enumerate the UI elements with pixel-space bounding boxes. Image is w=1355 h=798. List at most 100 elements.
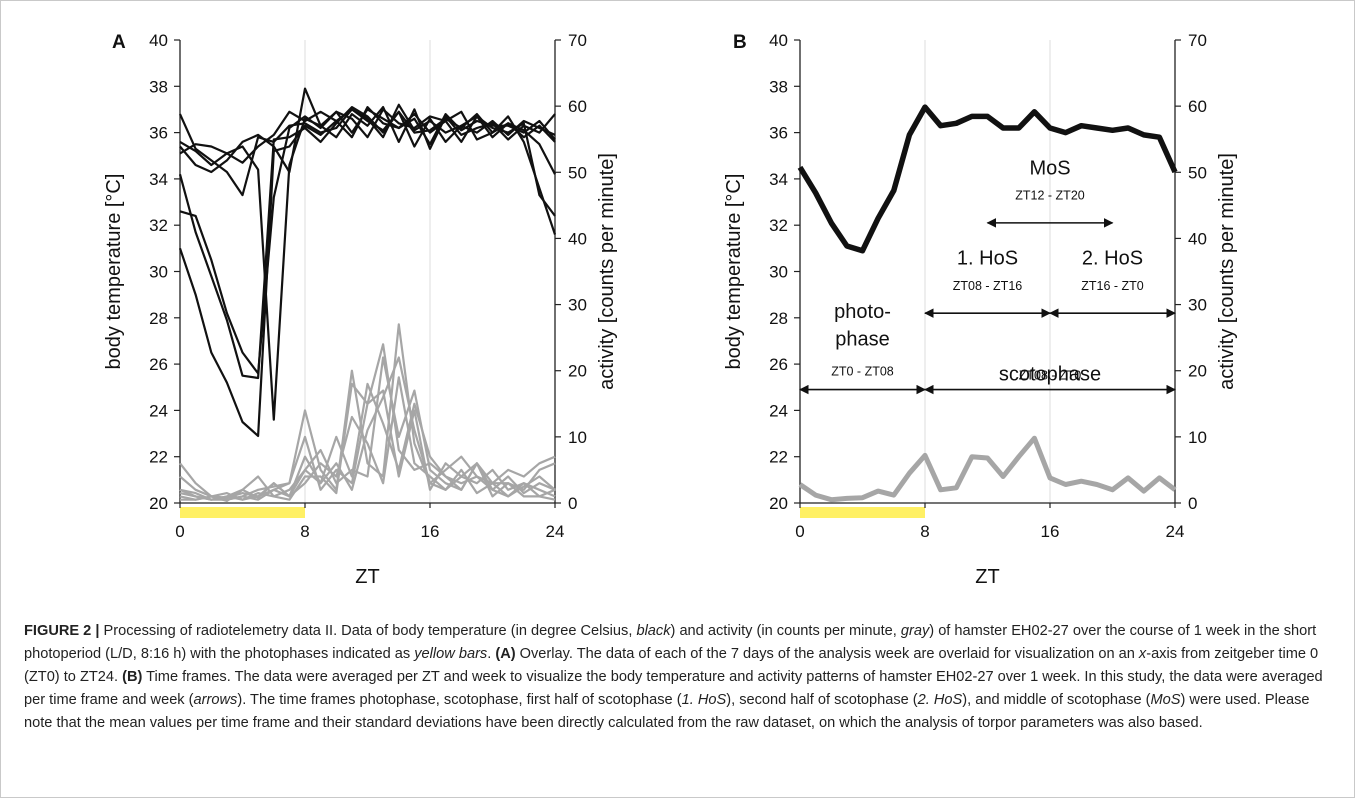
y-tick-label: 40 — [149, 31, 168, 50]
y2-axis-label: activity [counts per minute] — [1216, 153, 1238, 390]
y2-tick-label: 20 — [568, 362, 587, 381]
y-tick-label: 24 — [149, 401, 168, 420]
activity-mean-line — [798, 435, 1177, 503]
caption-text: -axis from zeitgeber time 0 (ZT0) to ZT2… — [24, 646, 1319, 685]
panel-b: 20 22 24 26 28 30 32 34 36 38 40 0 10 20 30 40 50 60 70 0 8 1… — [723, 31, 1238, 588]
y-tick-label: 26 — [149, 355, 168, 374]
caption-figure-label: FIGURE 2 | — [24, 623, 100, 639]
caption-em: gray — [900, 623, 930, 639]
photophase-bar — [180, 507, 305, 518]
y2-tick-label: 50 — [568, 163, 587, 182]
x-axis-label: ZT — [975, 566, 999, 588]
caption-text: Time frames. The data were averaged per … — [24, 669, 1323, 708]
y-tick-label: 34 — [149, 170, 168, 189]
y-tick-label: 24 — [769, 401, 788, 420]
temperature-line — [179, 87, 556, 174]
activity-line — [179, 343, 556, 501]
caption-text: ) were used. Please note that the mean v… — [24, 692, 1310, 731]
y-tick-label: 36 — [149, 124, 168, 143]
y2-tick-label: 40 — [568, 229, 587, 248]
y-tick-label: 38 — [769, 77, 788, 96]
x-tick-label: 16 — [421, 522, 440, 541]
y-tick-label: 22 — [769, 448, 788, 467]
caption-text: ), second half of scotophase ( — [726, 692, 918, 708]
caption-em: arrows — [193, 692, 238, 708]
activity-line — [179, 382, 556, 501]
x-tick-label: 0 — [795, 522, 804, 541]
caption-text: . — [487, 646, 496, 662]
caption-text: Processing of radiotelemetry data II. Da… — [99, 623, 637, 639]
timeframe-range-label: ZT16 - ZT0 — [1081, 279, 1144, 293]
activity-line — [179, 376, 556, 501]
timeframe-range-label: ZT12 - ZT20 — [1015, 189, 1085, 203]
activity-line — [180, 356, 556, 503]
x-tick-label: 8 — [920, 522, 929, 541]
timeframe-title: 2. HoS — [1082, 248, 1143, 270]
y-axis-label: body temperature [°C] — [723, 174, 745, 370]
y-axis-label: body temperature [°C] — [103, 174, 125, 370]
x-tick-label: 24 — [546, 522, 565, 541]
timeframe-range-label: ZT0 - ZT08 — [831, 365, 894, 379]
y-tick-label: 22 — [149, 448, 168, 467]
temperature-line — [178, 105, 556, 380]
y-tick-label: 32 — [149, 216, 168, 235]
temperature-line — [178, 103, 556, 197]
y2-tick-label: 40 — [1188, 229, 1207, 248]
y-tick-label: 20 — [769, 494, 788, 513]
y2-tick-label: 30 — [1188, 296, 1207, 315]
y-tick-label: 28 — [769, 309, 788, 328]
panel-label: A — [112, 32, 126, 53]
timeframe-title: phase — [835, 329, 890, 351]
timeframe-range-label: ZT08 - ZT16 — [953, 279, 1023, 293]
y-tick-label: 20 — [149, 494, 168, 513]
caption-em: 2. HoS — [917, 692, 963, 708]
y-tick-label: 26 — [769, 355, 788, 374]
caption-panel-label: (A) — [495, 646, 516, 662]
x-tick-label: 0 — [175, 522, 184, 541]
timeframe-title: scotophase — [999, 363, 1101, 385]
figure-caption: FIGURE 2 | Processing of radiotelemetry … — [24, 620, 1332, 735]
y2-tick-label: 0 — [1188, 494, 1197, 513]
y2-tick-label: 10 — [1188, 428, 1207, 447]
caption-text: ). The time frames photophase, scotophas… — [237, 692, 682, 708]
y-tick-label: 34 — [769, 170, 788, 189]
y2-tick-label: 0 — [568, 494, 577, 513]
y-tick-label: 38 — [149, 77, 168, 96]
temperature-line — [179, 108, 556, 421]
caption-text: ), and middle of scotophase ( — [962, 692, 1151, 708]
y2-tick-label: 60 — [568, 97, 587, 116]
panel-a: 20 22 24 26 28 30 32 34 36 38 40 0 10 20 30 40 50 60 70 0 8 1… — [103, 31, 618, 588]
temperature-mean-line — [797, 104, 1178, 254]
timeframe-range-label: ZT08 - ZT0 — [1019, 369, 1082, 383]
y2-tick-label: 70 — [568, 31, 587, 50]
y2-tick-label: 50 — [1188, 163, 1207, 182]
x-tick-label: 24 — [1166, 522, 1185, 541]
caption-em: x — [1138, 646, 1147, 662]
timeframe-title: 1. HoS — [957, 248, 1018, 270]
y2-tick-label: 20 — [1188, 362, 1207, 381]
x-axis-label: ZT — [355, 566, 379, 588]
temperature-line — [178, 108, 557, 437]
caption-em: black — [636, 623, 671, 639]
caption-panel-label: (B) — [122, 669, 143, 685]
y-tick-label: 36 — [769, 124, 788, 143]
y2-tick-label: 70 — [1188, 31, 1207, 50]
y-tick-label: 40 — [769, 31, 788, 50]
figure-panels: 20 22 24 26 28 30 32 34 36 38 40 0 10 20 30 40 50 60 70 0 8 1… — [103, 31, 1238, 588]
y2-tick-label: 30 — [568, 296, 587, 315]
timeframe-title: photo- — [834, 301, 891, 323]
caption-em: 1. HoS — [681, 692, 727, 708]
photophase-bar — [800, 507, 925, 518]
y2-axis-label: activity [counts per minute] — [596, 153, 618, 390]
caption-text: ) and activity (in counts per minute, — [670, 623, 901, 639]
x-tick-label: 16 — [1041, 522, 1060, 541]
timeframe-title: MoS — [1029, 157, 1070, 179]
panel-label: B — [733, 32, 747, 53]
y-tick-label: 32 — [769, 216, 788, 235]
caption-em: MoS — [1150, 692, 1181, 708]
caption-text: Overlay. The data of each of the 7 days … — [515, 646, 1139, 662]
y-tick-label: 30 — [149, 263, 168, 282]
x-tick-label: 8 — [300, 522, 309, 541]
y-tick-label: 28 — [149, 309, 168, 328]
y2-tick-label: 60 — [1188, 97, 1207, 116]
